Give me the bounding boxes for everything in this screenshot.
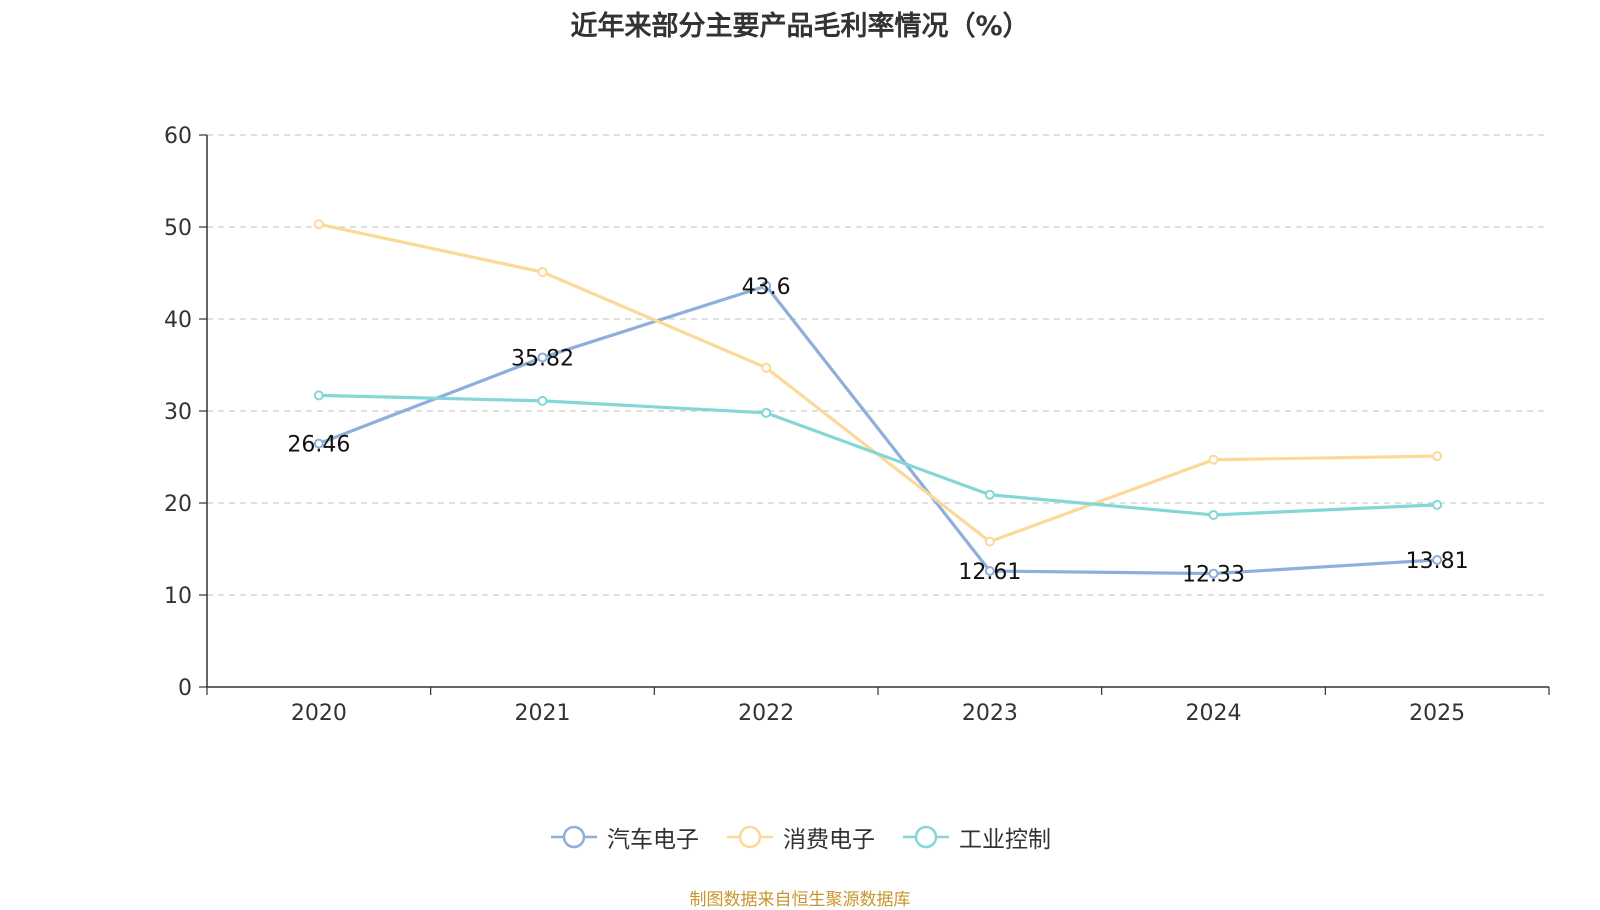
y-tick-label: 40 bbox=[164, 308, 192, 333]
series-line-2 bbox=[317, 222, 1439, 544]
data-point bbox=[1432, 499, 1443, 510]
x-tick-label: 2021 bbox=[515, 701, 571, 726]
data-label: 35.82 bbox=[511, 346, 574, 371]
y-tick-label: 60 bbox=[164, 124, 192, 149]
data-point bbox=[1208, 568, 1219, 579]
y-tick-label: 30 bbox=[164, 400, 192, 425]
x-tick-label: 2020 bbox=[291, 701, 347, 726]
data-point bbox=[537, 395, 548, 406]
y-tick-label: 0 bbox=[178, 676, 192, 701]
data-point bbox=[537, 352, 548, 363]
data-point bbox=[537, 267, 548, 278]
legend-line-circle-icon bbox=[551, 825, 597, 849]
data-point bbox=[313, 438, 324, 449]
x-tick-label: 2022 bbox=[738, 701, 794, 726]
y-tick-label: 10 bbox=[164, 584, 192, 609]
source-note: 制图数据来自恒生聚源数据库 bbox=[689, 890, 911, 910]
data-point bbox=[313, 390, 324, 401]
y-tick-label: 20 bbox=[164, 492, 192, 517]
x-tick-label: 2025 bbox=[1409, 701, 1465, 726]
legend: 汽车电子 消费电子 工业控制 bbox=[0, 820, 1600, 854]
axes: 0 10 20 30 40 50 60 2020 2021 2022 2023 2024 2025 bbox=[164, 124, 1550, 726]
data-label: 12.33 bbox=[1182, 563, 1245, 588]
data-point bbox=[1208, 454, 1219, 465]
data-label: 26.46 bbox=[287, 433, 350, 458]
legend-item[interactable]: 汽车电子 bbox=[549, 820, 699, 854]
legend-line-circle-icon bbox=[727, 825, 773, 849]
data-point bbox=[761, 280, 772, 291]
data-point bbox=[761, 407, 772, 418]
series-lines bbox=[313, 219, 1443, 579]
y-tick-label: 50 bbox=[164, 216, 192, 241]
x-tick-label: 2024 bbox=[1186, 701, 1242, 726]
legend-item[interactable]: 工业控制 bbox=[901, 820, 1051, 854]
legend-line-circle-icon bbox=[903, 825, 949, 849]
data-point bbox=[984, 489, 995, 500]
x-tick-label: 2023 bbox=[962, 701, 1018, 726]
data-labels: 26.46 35.82 43.6 12.61 12.33 13.81 bbox=[287, 275, 1468, 588]
series-line-3 bbox=[317, 393, 1439, 517]
data-point bbox=[761, 362, 772, 373]
data-point bbox=[1208, 509, 1219, 520]
data-label: 13.81 bbox=[1406, 549, 1469, 574]
legend-label: 消费电子 bbox=[783, 827, 875, 853]
legend-item[interactable]: 消费电子 bbox=[725, 820, 875, 854]
legend-label: 汽车电子 bbox=[607, 827, 699, 853]
data-point bbox=[984, 565, 995, 576]
data-point bbox=[1432, 451, 1443, 462]
data-label: 43.6 bbox=[742, 275, 791, 300]
series-line-1 bbox=[317, 284, 1439, 576]
data-point bbox=[984, 536, 995, 547]
chart-title: 近年来部分主要产品毛利率情况（%） bbox=[570, 11, 1030, 42]
data-point bbox=[1432, 554, 1443, 565]
data-point bbox=[313, 219, 324, 230]
legend-label: 工业控制 bbox=[959, 827, 1051, 853]
grid-lines bbox=[207, 134, 1549, 596]
data-label: 12.61 bbox=[958, 560, 1021, 585]
